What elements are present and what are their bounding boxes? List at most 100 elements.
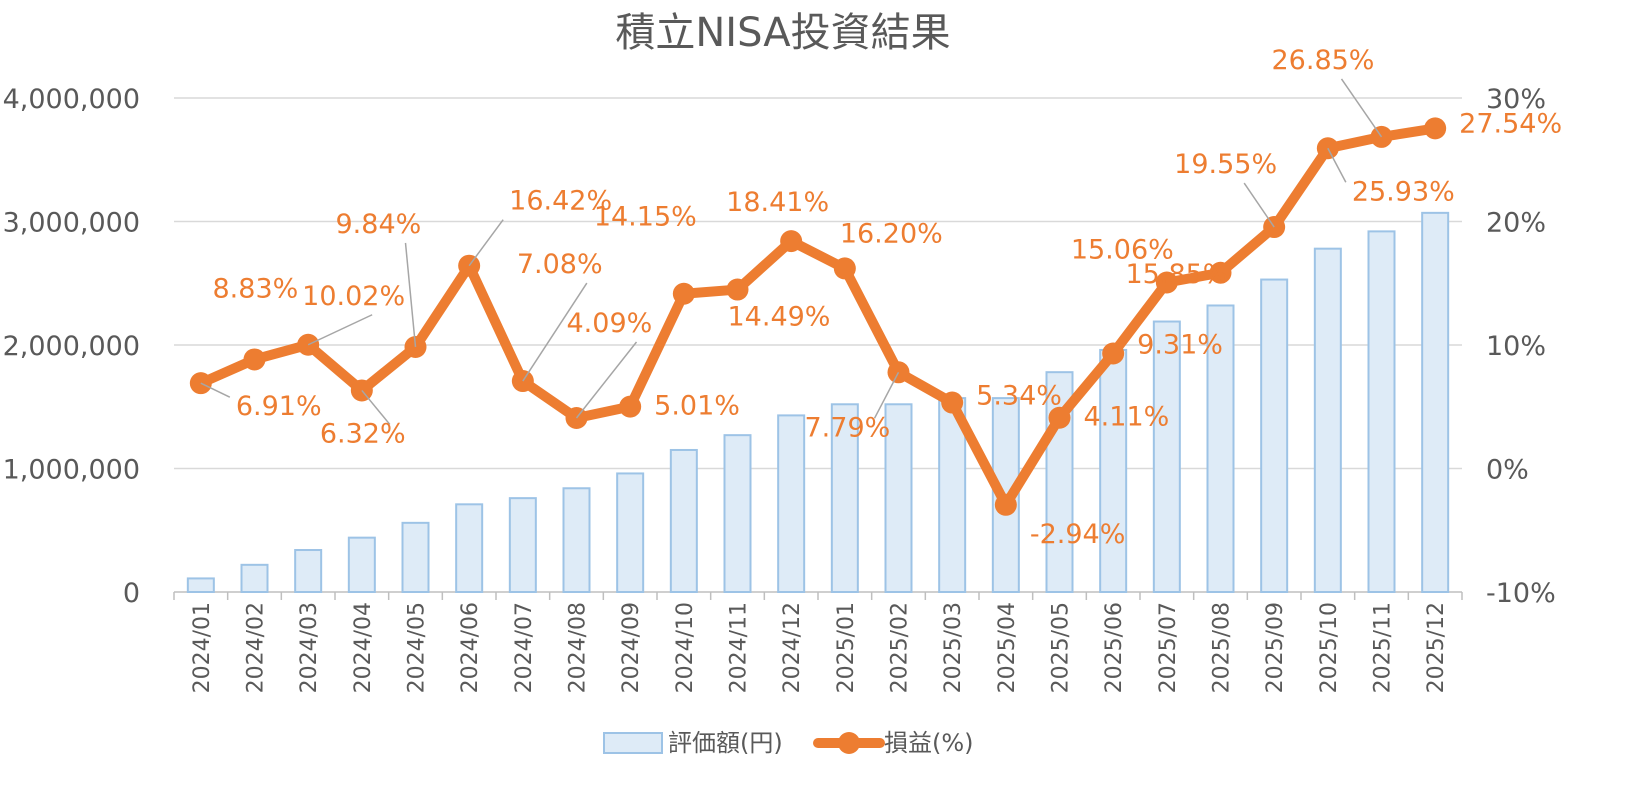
x-tick-label: 2024/01 bbox=[190, 602, 215, 693]
x-tick-label: 2025/02 bbox=[888, 602, 913, 693]
x-tick-label: 2025/03 bbox=[941, 602, 966, 693]
data-label: 7.08% bbox=[517, 249, 603, 280]
line-marker bbox=[726, 278, 749, 301]
data-label: 5.01% bbox=[654, 391, 740, 422]
data-label: 15.85% bbox=[1126, 259, 1229, 290]
bar bbox=[455, 503, 484, 593]
line-marker bbox=[1209, 261, 1232, 284]
data-label: 10.02% bbox=[302, 281, 405, 312]
bar bbox=[884, 403, 913, 593]
line-marker bbox=[672, 282, 695, 305]
data-label: 4.11% bbox=[1084, 402, 1170, 433]
bar bbox=[1367, 230, 1396, 593]
data-label: 15.06% bbox=[1071, 235, 1174, 266]
x-tick-label: 2024/11 bbox=[727, 602, 752, 693]
y-left-tick-label: 3,000,000 bbox=[3, 208, 140, 239]
line-marker bbox=[994, 493, 1017, 516]
legend-label-line: 損益(%) bbox=[884, 729, 974, 757]
data-label: 16.42% bbox=[509, 186, 612, 217]
bar bbox=[616, 472, 645, 593]
x-tick-label: 2024/09 bbox=[619, 602, 644, 693]
x-tick-label: 2025/10 bbox=[1317, 602, 1342, 693]
x-tick-label: 2024/07 bbox=[512, 602, 537, 693]
bar bbox=[1099, 348, 1128, 593]
data-label: 14.15% bbox=[594, 202, 697, 233]
x-tick-label: 2024/03 bbox=[297, 602, 322, 693]
bar bbox=[1421, 211, 1450, 593]
x-tick-label: 2025/09 bbox=[1263, 602, 1288, 693]
data-label: 26.85% bbox=[1272, 45, 1375, 76]
x-tick-label: 2025/04 bbox=[995, 602, 1020, 693]
data-label-leader bbox=[468, 219, 504, 267]
x-tick-label: 2025/12 bbox=[1424, 602, 1449, 693]
legend-line-marker bbox=[838, 732, 860, 754]
y-left-tick-label: 2,000,000 bbox=[3, 331, 140, 362]
bar bbox=[401, 521, 430, 594]
bar bbox=[562, 487, 591, 594]
line-marker bbox=[243, 348, 266, 371]
data-label: 4.09% bbox=[567, 308, 653, 339]
data-label-leader bbox=[200, 382, 231, 398]
line-marker bbox=[780, 230, 803, 253]
data-label-leader bbox=[873, 371, 900, 419]
data-label: 18.41% bbox=[726, 187, 829, 218]
x-tick-label: 2024/02 bbox=[244, 602, 269, 693]
x-tick-label: 2024/08 bbox=[566, 602, 591, 693]
bar bbox=[1152, 320, 1181, 593]
legend-bar-swatch bbox=[603, 732, 663, 754]
data-label-leader bbox=[307, 314, 373, 346]
x-tick-label: 2024/06 bbox=[458, 602, 483, 693]
data-label: 14.49% bbox=[728, 302, 831, 333]
data-label: 5.34% bbox=[976, 381, 1062, 412]
data-label-leader bbox=[575, 341, 638, 419]
legend-label-bars: 評価額(円) bbox=[668, 729, 783, 757]
data-label-leader bbox=[1327, 147, 1347, 183]
data-label: 19.55% bbox=[1174, 149, 1277, 180]
x-tick-label: 2025/05 bbox=[1049, 602, 1074, 693]
y-right-tick-label: -10% bbox=[1486, 578, 1556, 609]
y-right-tick-label: 30% bbox=[1486, 84, 1546, 115]
line-marker bbox=[941, 391, 964, 414]
data-label: 9.84% bbox=[336, 209, 422, 240]
data-label: 8.83% bbox=[213, 273, 299, 304]
data-label: 7.79% bbox=[805, 412, 891, 443]
chart-title: 積立NISA投資結果 bbox=[615, 10, 950, 56]
data-label-leader bbox=[1243, 182, 1275, 228]
bar bbox=[723, 434, 752, 593]
bar bbox=[777, 414, 806, 593]
line-marker bbox=[1155, 271, 1178, 294]
bar bbox=[508, 497, 537, 594]
y-right-tick-label: 0% bbox=[1486, 455, 1529, 486]
data-label: 27.54% bbox=[1459, 108, 1562, 139]
y-right-tick-label: 10% bbox=[1486, 331, 1546, 362]
x-tick-label: 2025/08 bbox=[1210, 602, 1235, 693]
x-tick-label: 2025/06 bbox=[1102, 602, 1127, 693]
data-label-leader bbox=[404, 242, 417, 348]
bar bbox=[669, 448, 698, 593]
y-left-tick-label: 1,000,000 bbox=[3, 455, 140, 486]
bar bbox=[347, 536, 376, 593]
data-label-leader bbox=[361, 389, 391, 425]
bar bbox=[830, 403, 859, 593]
line-series bbox=[195, 123, 1441, 510]
x-tick-label: 2024/05 bbox=[405, 602, 430, 693]
y-right-tick-label: 20% bbox=[1486, 208, 1546, 239]
x-tick-label: 2024/12 bbox=[780, 602, 805, 693]
x-tick-label: 2024/10 bbox=[673, 602, 698, 693]
line-marker bbox=[619, 395, 642, 418]
bar bbox=[1260, 278, 1289, 593]
y-left-tick-label: 0 bbox=[123, 578, 140, 609]
data-label: 16.20% bbox=[840, 218, 943, 249]
x-tick-label: 2025/07 bbox=[1156, 602, 1181, 693]
y-left-tick-label: 4,000,000 bbox=[3, 84, 140, 115]
bar bbox=[240, 563, 269, 594]
bar bbox=[1313, 247, 1342, 593]
data-label: 9.31% bbox=[1137, 330, 1223, 361]
bar bbox=[186, 577, 215, 593]
bar bbox=[294, 549, 323, 594]
data-label: -2.94% bbox=[1030, 519, 1126, 550]
x-tick-label: 2025/11 bbox=[1371, 602, 1396, 693]
line-marker bbox=[1424, 117, 1447, 140]
